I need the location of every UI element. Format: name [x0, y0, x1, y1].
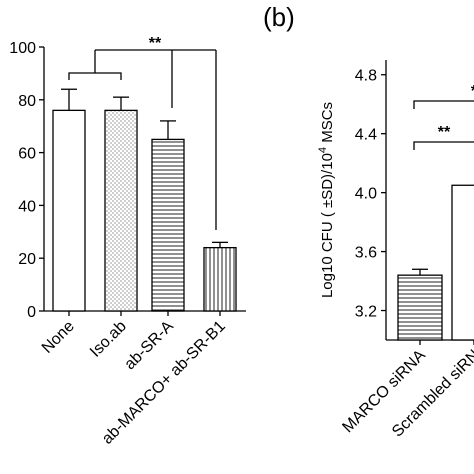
bar [104, 109, 138, 312]
significance-label: ** [149, 35, 162, 52]
y-tick-label: 0 [27, 304, 36, 321]
x-tick-label: None [39, 318, 78, 357]
y-axis-label: Log10 CFU ( ±SD)/104 MSCs [317, 102, 336, 298]
chart-panel-b: (b) 3.2 3.6 4.0 4.4 4.8 Log10 CFU ( ±SD)/104 … [263, 2, 474, 441]
bar [451, 184, 474, 341]
y-tick-label: 60 [18, 146, 36, 163]
y-tick-label: 3.2 [355, 304, 377, 321]
bar [52, 109, 86, 312]
bracket-upper [413, 100, 474, 109]
y-tick-label: 40 [18, 198, 36, 215]
significance-label-upper: * [471, 83, 474, 100]
bracket-control [68, 72, 122, 80]
bar [203, 246, 237, 312]
y-axis-label-tail: MSCs [319, 102, 336, 147]
bar [397, 274, 443, 341]
y-axis-label-sup: 4 [317, 147, 329, 153]
y-tick-label: 80 [18, 93, 36, 110]
y-tick-label: 4.0 [355, 186, 377, 203]
y-tick-label: 100 [9, 40, 36, 57]
panel-b-label: (b) [263, 2, 295, 32]
y-axis-label-main: Log10 CFU ( ±SD)/10 [319, 153, 336, 298]
y-tick-label: 4.4 [355, 127, 377, 144]
bar [151, 138, 185, 312]
x-tick-label: Iso.ab [87, 318, 130, 361]
y-tick-label: 20 [18, 251, 36, 268]
y-tick-label: 3.6 [355, 245, 377, 262]
significance-label-lower: ** [438, 124, 451, 141]
bracket-lower [413, 141, 474, 150]
y-tick-label: 4.8 [355, 68, 377, 85]
